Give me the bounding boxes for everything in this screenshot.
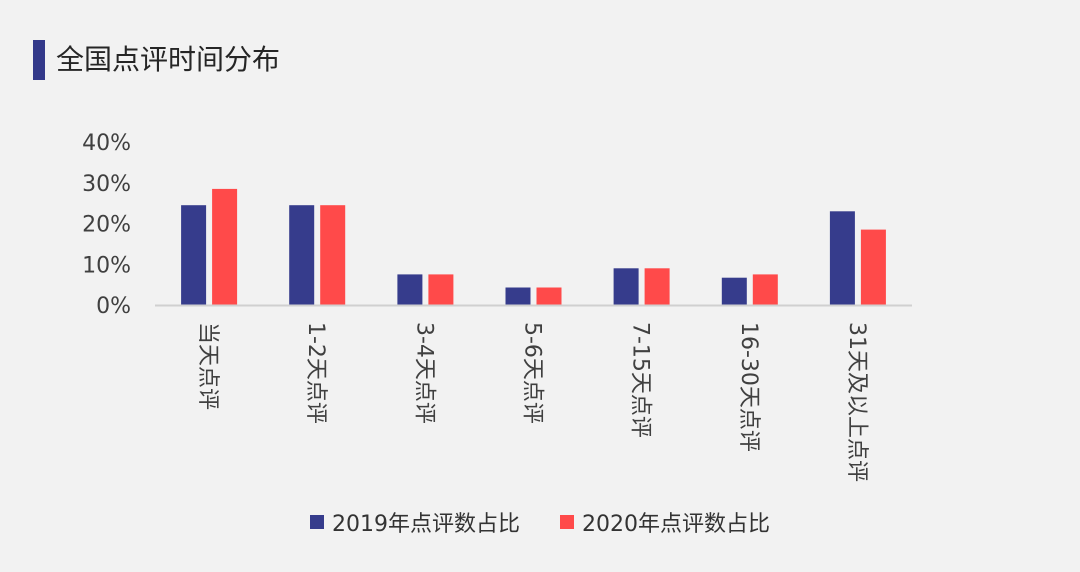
bar-2019 bbox=[829, 211, 855, 305]
bar-2019 bbox=[289, 205, 315, 305]
legend-item-2019: 2019年点评数占比 bbox=[310, 506, 520, 538]
x-axis-labels: 当天点评 1-2天点评 3-4天点评 5-6天点评 7-15天点评 16-30天点评 31天… bbox=[195, 322, 869, 482]
y-tick-label: 20% bbox=[82, 213, 131, 238]
bar-2020 bbox=[860, 229, 886, 305]
bar-2019 bbox=[181, 205, 207, 305]
legend-item-2020: 2020年点评数占比 bbox=[560, 506, 770, 538]
bar-2019 bbox=[397, 274, 423, 305]
y-tick-label: 10% bbox=[82, 253, 131, 278]
x-tick-label: 16-30天点评 bbox=[736, 322, 761, 452]
x-tick-label: 当天点评 bbox=[195, 322, 220, 410]
bar-2020 bbox=[536, 287, 562, 305]
chart-title: 全国点评时间分布 bbox=[56, 43, 281, 76]
x-tick-label: 1-2天点评 bbox=[303, 322, 328, 424]
x-tick-label: 7-15天点评 bbox=[628, 322, 653, 438]
bar-2019 bbox=[505, 287, 531, 305]
legend-label-2020: 2020年点评数占比 bbox=[582, 512, 770, 537]
bar-2020 bbox=[320, 205, 346, 305]
y-tick-label: 40% bbox=[82, 131, 131, 156]
bar-2020 bbox=[644, 268, 670, 305]
x-tick-label: 5-6天点评 bbox=[520, 322, 545, 424]
legend-swatch-2020 bbox=[560, 515, 574, 529]
legend-swatch-2019 bbox=[310, 515, 324, 529]
y-axis-ticks: 0% 10% 20% 30% 40% bbox=[82, 131, 131, 319]
bar-2020 bbox=[752, 274, 778, 305]
legend-label-2019: 2019年点评数占比 bbox=[332, 512, 520, 537]
y-tick-label: 30% bbox=[82, 172, 131, 197]
y-tick-label: 0% bbox=[96, 294, 131, 319]
bar-2019 bbox=[721, 277, 747, 305]
title-accent-bar bbox=[33, 40, 45, 80]
bars bbox=[181, 188, 886, 305]
bar-2020 bbox=[428, 274, 454, 305]
bar-2020 bbox=[212, 188, 238, 305]
x-tick-label: 3-4天点评 bbox=[411, 322, 436, 424]
bar-2019 bbox=[613, 268, 639, 305]
x-tick-label: 31天及以上点评 bbox=[844, 322, 869, 482]
legend: 2019年点评数占比 2020年点评数占比 bbox=[0, 506, 1080, 538]
